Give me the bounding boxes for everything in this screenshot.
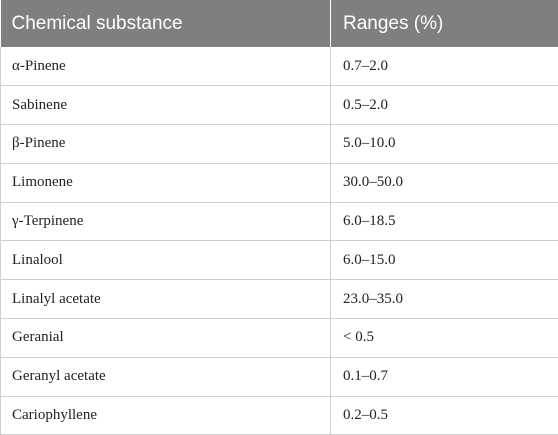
range-cell: 5.0–10.0	[330, 124, 558, 164]
substance-cell: Geranial	[0, 318, 331, 358]
substance-cell: Geranyl acetate	[0, 357, 331, 397]
table-row: γ-Terpinene 6.0–18.5	[0, 202, 558, 242]
table-row: Sabinene 0.5–2.0	[0, 85, 558, 126]
range-cell: 0.2–0.5	[330, 396, 558, 435]
range-cell: 0.7–2.0	[330, 47, 558, 87]
range-cell: 0.1–0.7	[330, 357, 558, 397]
substance-cell: Limonene	[0, 163, 331, 203]
header-ranges: Ranges (%)	[330, 0, 558, 47]
table-row: Linalyl acetate 23.0–35.0	[0, 279, 558, 320]
table-row: Limonene 30.0–50.0	[0, 163, 558, 203]
table-body: α-Pinene 0.7–2.0 Sabinene 0.5–2.0 β-Pine…	[0, 47, 558, 435]
table-header: Chemical substance Ranges (%)	[0, 0, 558, 47]
substance-cell: Linalool	[0, 240, 331, 281]
table-row: Geranyl acetate 0.1–0.7	[0, 357, 558, 397]
table-row: Geranial < 0.5	[0, 318, 558, 358]
table-row: β-Pinene 5.0–10.0	[0, 124, 558, 164]
substance-cell: γ-Terpinene	[0, 202, 331, 242]
range-cell: 30.0–50.0	[330, 163, 558, 203]
table-row: Cariophyllene 0.2–0.5	[0, 396, 558, 435]
range-cell: 6.0–15.0	[330, 240, 558, 281]
range-cell: < 0.5	[330, 318, 558, 358]
range-cell: 0.5–2.0	[330, 85, 558, 126]
table-row: Linalool 6.0–15.0	[0, 240, 558, 281]
substance-cell: Linalyl acetate	[0, 279, 331, 320]
header-row: Chemical substance Ranges (%)	[0, 0, 558, 47]
substance-cell: Cariophyllene	[0, 396, 331, 435]
substance-cell: α-Pinene	[0, 47, 331, 87]
range-cell: 6.0–18.5	[330, 202, 558, 242]
table-row: α-Pinene 0.7–2.0	[0, 47, 558, 87]
substance-cell: β-Pinene	[0, 124, 331, 164]
header-chemical-substance: Chemical substance	[0, 0, 331, 47]
substance-cell: Sabinene	[0, 85, 331, 126]
range-cell: 23.0–35.0	[330, 279, 558, 320]
